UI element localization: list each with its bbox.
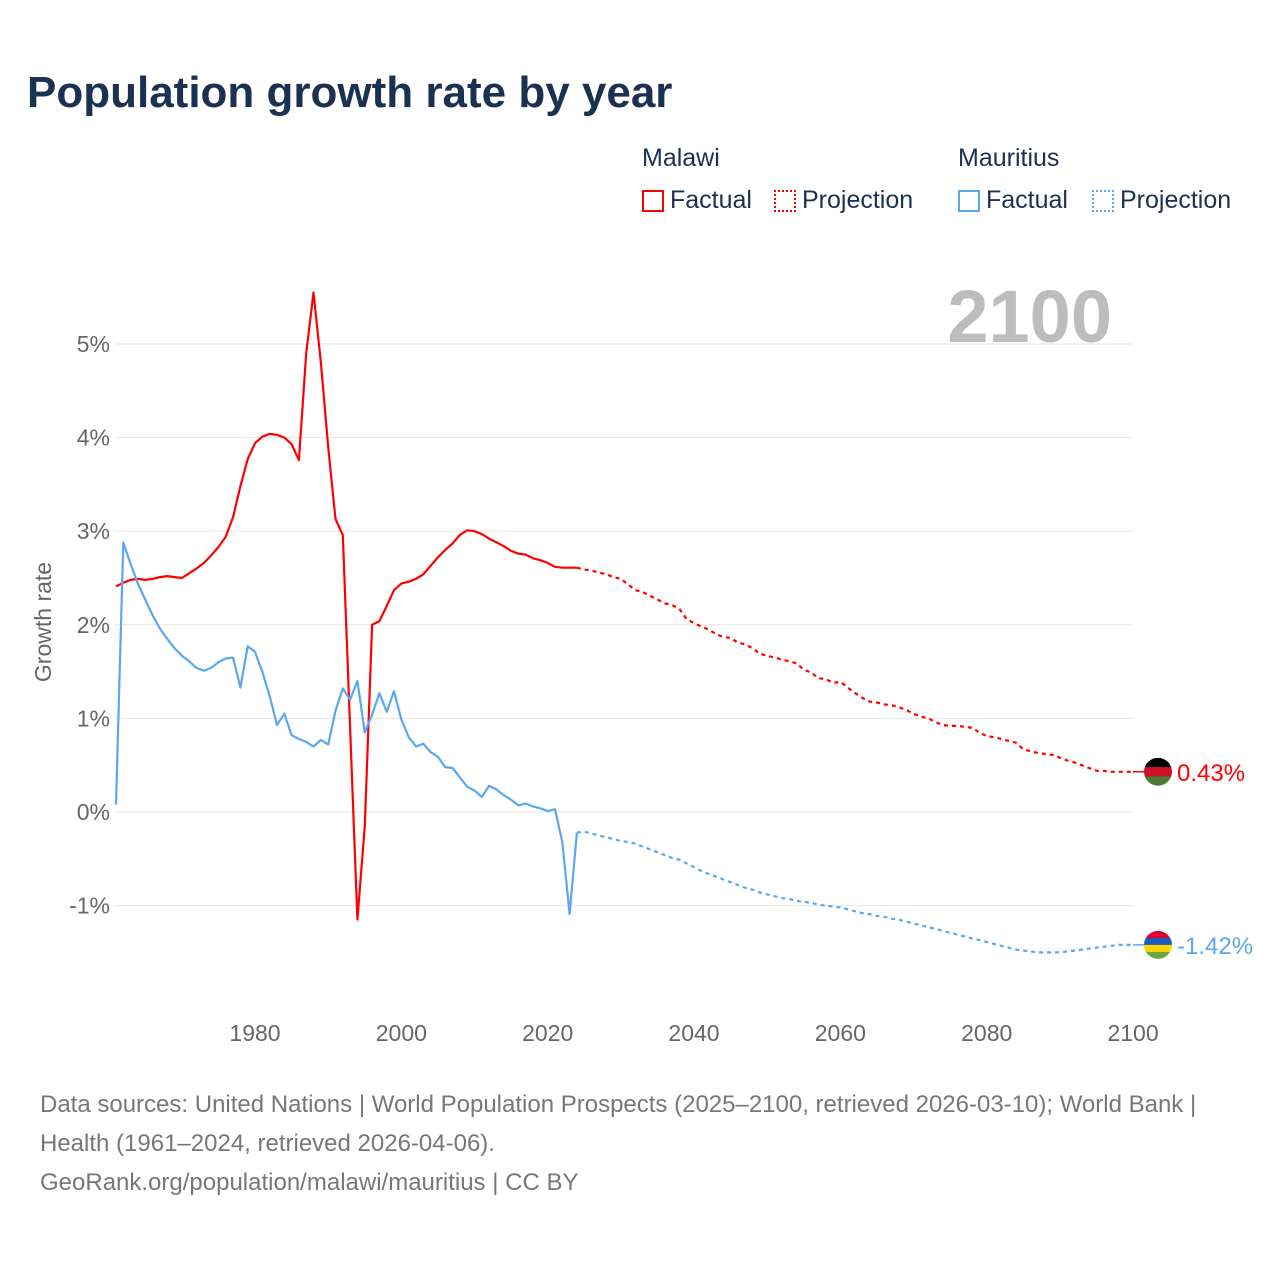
y-axis-label: Growth rate: [30, 562, 56, 682]
mauritius-flag-icon: [1144, 930, 1172, 959]
legend-mauritius-projection[interactable]: Projection: [1092, 186, 1231, 215]
mauritius-factual-line: [114, 541, 578, 916]
x-tick-label: 2020: [522, 1020, 573, 1046]
y-tick-label: -1%: [69, 893, 110, 919]
year-display: 2100: [947, 275, 1112, 358]
legend-malawi-projection[interactable]: Projection: [774, 186, 913, 215]
solid-swatch-icon: [642, 189, 664, 212]
x-tick-label: 2040: [668, 1020, 719, 1046]
mauritius-end-label: -1.42%: [1177, 933, 1253, 960]
solid-swatch-icon: [958, 189, 980, 212]
legend-group-title: Mauritius: [958, 144, 1060, 172]
y-tick-label: 3%: [77, 518, 110, 544]
y-tick-label: 0%: [77, 799, 110, 825]
line-chart: 2100 Growth rate 5% 4% 3% 2% 1% 0% -1% 1980 2000…: [30, 275, 1253, 1046]
y-tick-label: 2%: [77, 612, 110, 638]
legend-label: Projection: [802, 186, 914, 214]
malawi-flag-icon: [1144, 757, 1172, 786]
legend-mauritius-factual[interactable]: Factual: [958, 186, 1068, 215]
credit-link[interactable]: GeoRank.org/population/malawi/mauritius …: [40, 1169, 579, 1196]
legend-malawi-factual[interactable]: Factual: [642, 186, 752, 215]
malawi-end-label: 0.43%: [1177, 760, 1245, 787]
mauritius-projection-line: [576, 830, 1133, 954]
data-sources: Data sources: United Nations | World Pop…: [40, 1091, 1197, 1157]
y-tick-label: 1%: [77, 705, 110, 731]
dotted-swatch-icon: [774, 189, 796, 212]
malawi-projection-line: [576, 566, 1133, 773]
malawi-factual-line: [115, 291, 577, 921]
y-tick-label: 4%: [77, 425, 110, 451]
y-tick-label: 5%: [77, 331, 110, 357]
x-tick-label: 1980: [229, 1020, 280, 1046]
x-tick-label: 2000: [376, 1020, 427, 1046]
legend-label: Factual: [670, 186, 752, 214]
x-tick-label: 2100: [1107, 1020, 1158, 1046]
chart-title: Population growth rate by year: [27, 68, 673, 117]
legend-label: Factual: [986, 186, 1068, 214]
legend-group-title: Malawi: [642, 144, 720, 172]
legend-malawi: Malawi Factual Projection: [642, 144, 913, 214]
x-tick-label: 2080: [961, 1020, 1012, 1046]
legend-mauritius: Mauritius Factual Projection: [958, 144, 1231, 214]
dotted-swatch-icon: [1092, 189, 1114, 212]
legend-label: Projection: [1120, 186, 1232, 214]
x-tick-label: 2060: [815, 1020, 866, 1046]
